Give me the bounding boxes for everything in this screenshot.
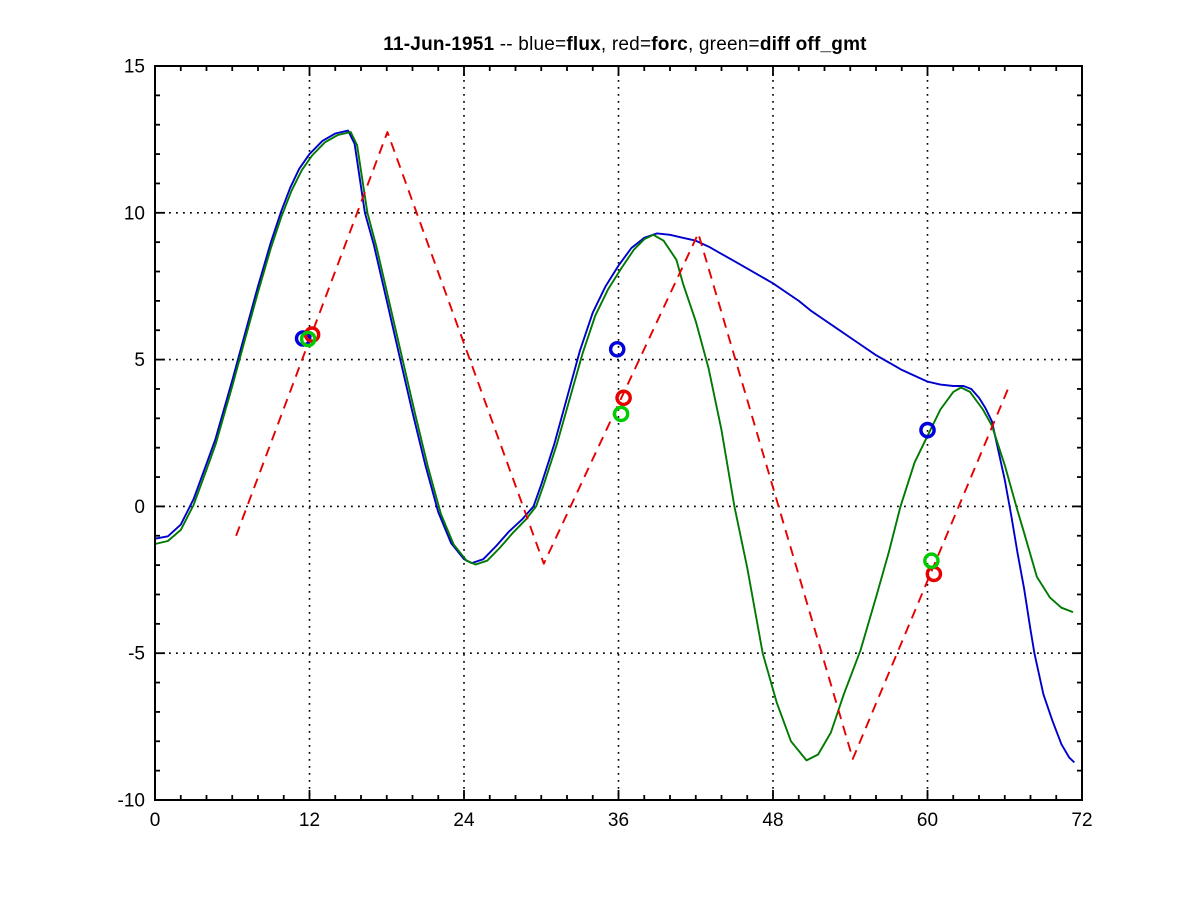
title-segment: -- blue= [494, 34, 567, 55]
chart-title: 11-Jun-1951 -- blue= flux, red= forc, gree… [155, 31, 1095, 59]
axis-layer [154, 65, 1083, 801]
title-segment: forc [651, 34, 688, 55]
x-tick-label: 12 [299, 810, 320, 831]
grid-layer [155, 66, 1082, 800]
title-segment: , green= [687, 34, 760, 55]
x-tick-label: 48 [762, 810, 783, 831]
forc-points-marker [925, 565, 943, 583]
y-tick-label: -10 [118, 791, 145, 812]
label-layer: 0 12 24 36 48 60 72 -10 -5 0 5 10 15 [118, 57, 1093, 832]
marker-layer [294, 326, 943, 583]
diff-points-marker [923, 552, 940, 570]
diff-points-marker [299, 330, 317, 348]
x-tick-label: 36 [608, 810, 629, 831]
y-tick-label: 0 [134, 497, 145, 518]
flux-line [154, 129, 1075, 764]
x-tick-label: 0 [150, 810, 161, 831]
title-segment: , red= [600, 34, 652, 55]
flux-points-marker [919, 421, 936, 439]
diff-line [154, 131, 1074, 762]
title-segment: flux [566, 34, 601, 55]
forc-points-marker [615, 389, 632, 407]
diff-points-marker [612, 405, 630, 423]
y-tick-label: 5 [134, 350, 145, 371]
x-tick-label: 60 [917, 810, 938, 831]
series-layer [154, 129, 1075, 764]
x-tick-label: 24 [453, 810, 475, 831]
flux-points-marker [608, 340, 626, 358]
title-segment: 11-Jun-1951 [383, 34, 495, 55]
y-tick-label: 10 [124, 203, 145, 224]
forc-line [235, 131, 1010, 760]
x-tick-label: 72 [1071, 810, 1092, 831]
title-segment: diff off_gmt [759, 34, 867, 55]
y-tick-label: -5 [128, 644, 145, 665]
y-tick-label: 15 [124, 57, 145, 78]
